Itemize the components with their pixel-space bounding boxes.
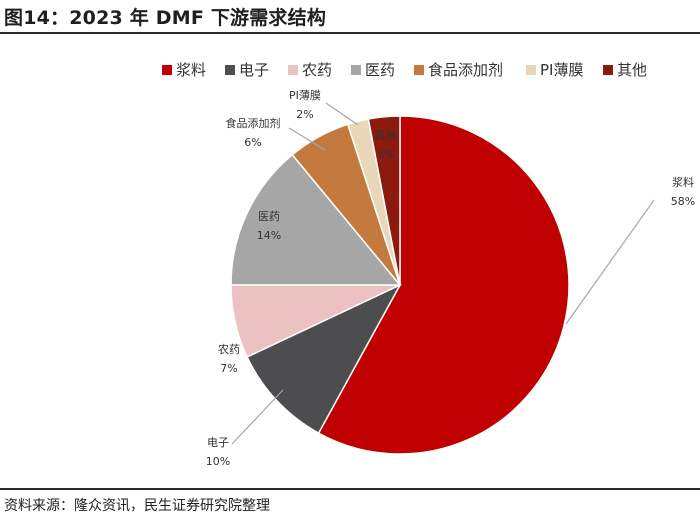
slice-labels: 浆料 58% 电子 10% 农药 7% 医药 14% 食品添加剂 6% PI薄膜 2% 其他 3% (206, 88, 695, 468)
legend-swatch-slice-2 (225, 65, 235, 75)
label-value-slice-5: 6% (244, 136, 261, 149)
label-value-slice-7: 3% (377, 148, 394, 161)
legend-label-slice-2: 电子 (239, 61, 269, 79)
label-name-slice-4: 医药 (258, 210, 280, 223)
label-value-slice-4: 14% (257, 229, 281, 242)
legend-label-slice-7: 其他 (617, 61, 647, 79)
source-rule (0, 488, 700, 490)
legend-swatch-slice-5 (414, 65, 424, 75)
legend-label-slice-5: 食品添加剂 (428, 61, 503, 79)
pie-slices (230, 115, 570, 455)
label-name-slice-7: 其他 (375, 129, 397, 142)
legend-label-slice-4: 医药 (365, 61, 395, 79)
source-note: 资料来源：隆众资讯，民生证券研究院整理 (4, 498, 270, 514)
title-rule (0, 32, 700, 34)
label-name-slice-6: PI薄膜 (289, 88, 321, 102)
legend-swatch-slice-3 (288, 65, 298, 75)
leader-line-slice-5 (288, 127, 326, 151)
label-name-slice-5: 食品添加剂 (226, 116, 281, 130)
label-value-slice-3: 7% (220, 362, 237, 375)
legend-label-slice-1: 浆料 (176, 61, 206, 79)
label-value-slice-6: 2% (296, 108, 313, 121)
legend-label-slice-3: 农药 (302, 61, 332, 79)
label-name-slice-3: 农药 (218, 342, 240, 356)
legend-swatch-slice-1 (162, 65, 172, 75)
label-name-slice-2: 电子 (207, 436, 229, 449)
pie-slice-4 (230, 153, 402, 286)
legend-swatch-slice-4 (351, 65, 361, 75)
leader-line-slice-2 (231, 389, 284, 445)
legend-label-slice-6: PI薄膜 (540, 61, 583, 79)
pie-slice-7 (367, 115, 401, 286)
leader-line-slice-1 (565, 199, 655, 325)
pie-slice-1 (317, 115, 570, 455)
label-name-slice-1: 浆料 (672, 175, 694, 189)
label-value-slice-1: 58% (671, 195, 695, 208)
label-value-slice-2: 10% (206, 455, 230, 468)
legend-swatch-slice-6 (526, 65, 536, 75)
leader-line-slice-6 (325, 102, 359, 126)
figure-title: 图14：2023 年 DMF 下游需求结构 (4, 7, 327, 29)
pie-slice-2 (246, 283, 402, 435)
legend-swatch-slice-7 (603, 65, 613, 75)
legend: 浆料 电子 农药 医药 食品添加剂 PI薄膜 其他 (162, 61, 647, 79)
leader-lines (231, 102, 655, 445)
